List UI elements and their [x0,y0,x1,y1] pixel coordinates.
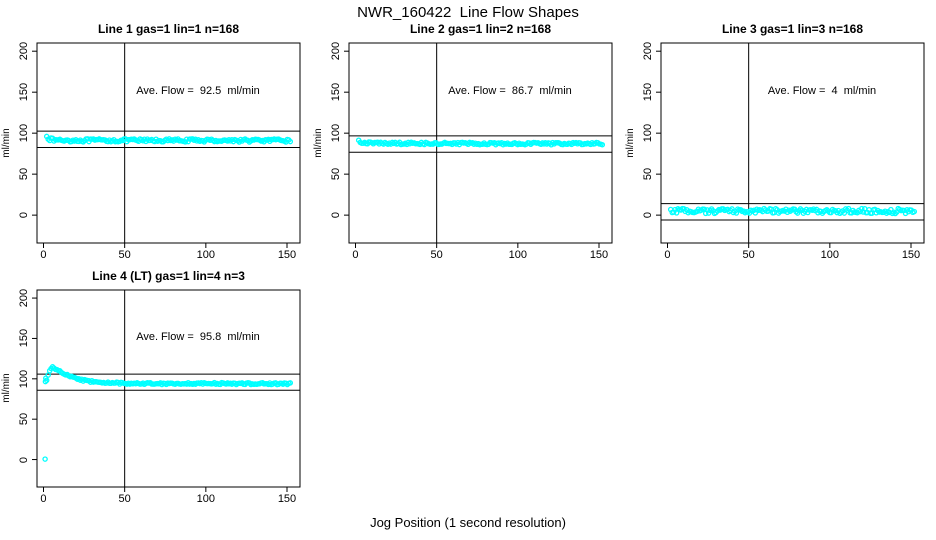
x-tick-label: 100 [508,249,527,261]
x-tick-label: 0 [40,493,47,505]
x-tick-label: 0 [40,249,47,261]
subplot-2-y-axis-label: ml/min [313,128,324,158]
x-tick-label: 150 [277,249,297,261]
subplot-4-ave-flow-annotation: Ave. Flow = 95.8 ml/min [136,331,260,343]
x-tick-label: 100 [820,249,839,261]
y-tick-label: 200 [18,42,30,61]
subplot-3-ave-flow-annotation: Ave. Flow = 4 ml/min [767,85,877,97]
subplot-1 [32,42,301,248]
plot-frame [348,42,613,244]
x-tick-label: 100 [196,249,215,261]
outlier-point [43,375,49,381]
flow-scatter-series [667,205,918,217]
plot-frame [36,289,301,488]
subplot-4 [32,289,301,492]
y-tick-label: 150 [18,83,30,102]
subplot-3-y-axis-label: ml/min [625,128,636,158]
flow-scatter-series [42,364,294,462]
y-tick-label: 150 [642,83,654,102]
y-tick-label: 50 [330,168,342,181]
subplot-3-title: Line 3 gas=1 lin=3 n=168 [721,22,864,36]
subplot-2 [344,42,613,248]
plot-frame [660,42,925,244]
subplot-2-title: Line 2 gas=1 lin=2 n=168 [409,22,552,36]
y-tick-label: 50 [642,168,654,181]
y-tick-label: 200 [642,42,654,61]
y-tick-label: 100 [18,369,30,388]
x-tick-label: 150 [589,249,609,261]
y-tick-label: 150 [18,329,30,348]
x-tick-label: 50 [118,493,131,505]
x-tick-label: 100 [196,493,215,505]
y-tick-label: 0 [642,212,654,219]
y-tick-label: 0 [18,212,30,219]
subplot-1-y-axis-label: ml/min [1,128,12,158]
subplot-1-ave-flow-annotation: Ave. Flow = 92.5 ml/min [136,85,260,97]
subplot-4-y-axis-label: ml/min [1,373,12,403]
subplot-2-ave-flow-annotation: Ave. Flow = 86.7 ml/min [448,85,572,97]
x-tick-label: 0 [352,249,359,261]
outlier-point [42,456,48,462]
flow-scatter-series [43,133,294,145]
outlier-point [42,378,49,385]
subplot-3 [656,42,925,248]
y-tick-label: 100 [642,123,654,143]
y-tick-label: 50 [18,413,30,426]
subplot-1-title: Line 1 gas=1 lin=1 n=168 [97,22,240,36]
y-tick-label: 100 [330,123,342,143]
x-tick-label: 50 [742,249,755,261]
x-tick-label: 150 [277,493,297,505]
x-tick-label: 50 [118,249,131,261]
y-tick-label: 50 [18,168,30,181]
x-tick-label: 0 [664,249,671,261]
plot-frame [36,42,301,244]
y-tick-label: 150 [330,83,342,102]
x-axis-outer-label: Jog Position (1 second resolution) [370,515,566,530]
flow-scatter-series [355,137,606,148]
subplot-4-title: Line 4 (LT) gas=1 lin=4 n=3 [92,269,245,283]
y-tick-label: 200 [330,42,342,61]
y-tick-label: 100 [18,123,30,143]
y-tick-label: 0 [330,212,342,219]
x-tick-label: 50 [430,249,443,261]
figure-title: NWR_160422 Line Flow Shapes [357,4,579,21]
y-tick-label: 0 [18,456,30,463]
y-tick-label: 200 [18,288,30,308]
x-tick-label: 150 [901,249,921,261]
